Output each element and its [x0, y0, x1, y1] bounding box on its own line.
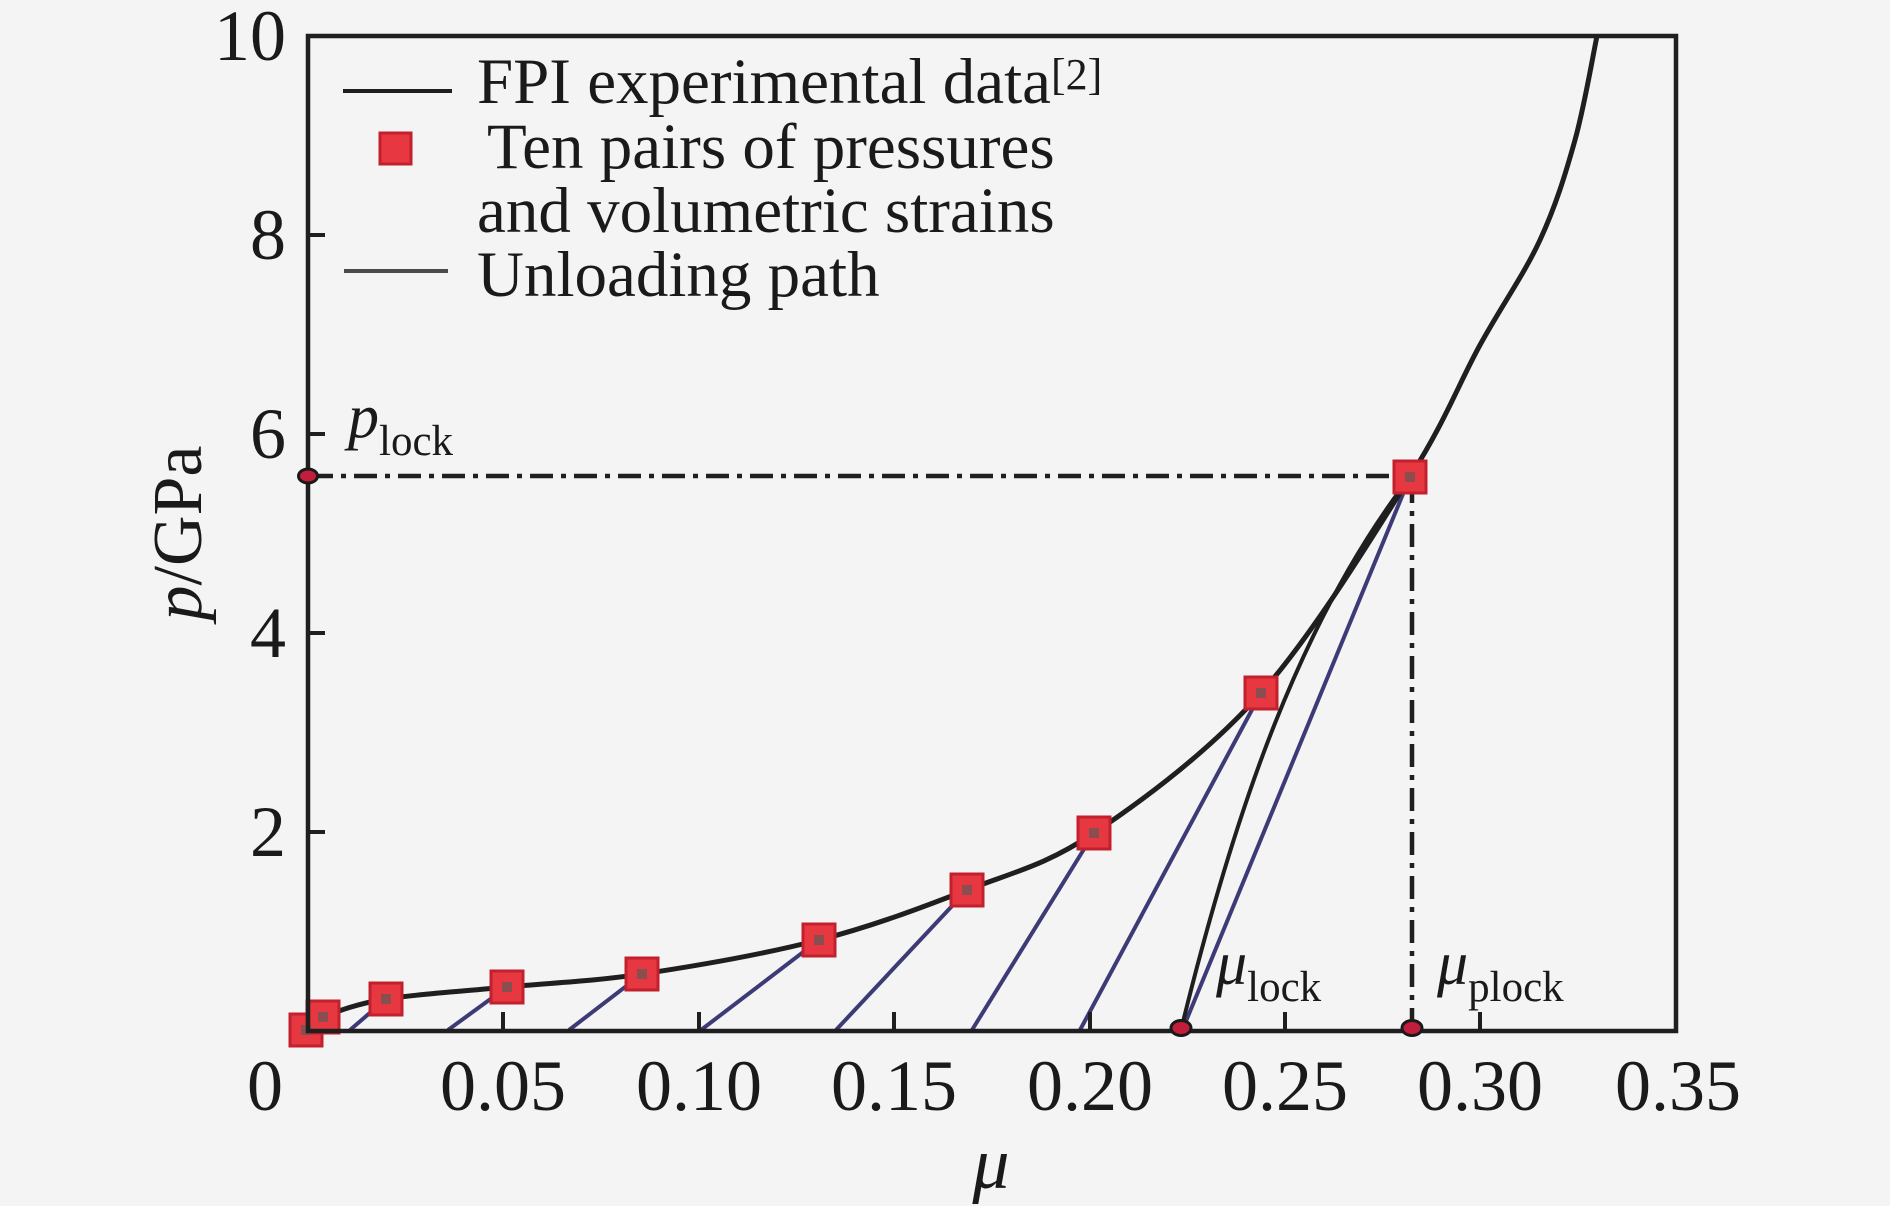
svg-text:0.30: 0.30	[1417, 1046, 1543, 1126]
svg-text:μplock: μplock	[1436, 930, 1564, 1011]
svg-text:8: 8	[250, 195, 286, 275]
svg-text:Ten pairs of pressures: Ten pairs of pressures	[487, 111, 1055, 183]
svg-text:10: 10	[214, 0, 286, 76]
svg-text:4: 4	[250, 593, 286, 673]
svg-text:0.15: 0.15	[831, 1046, 957, 1126]
svg-text:0: 0	[247, 1046, 283, 1126]
svg-text:FPI experimental data[2]: FPI experimental data[2]	[477, 46, 1102, 118]
svg-text:0.35: 0.35	[1615, 1046, 1741, 1126]
svg-text:Unloading path: Unloading path	[477, 239, 880, 311]
svg-text:2: 2	[250, 792, 286, 872]
svg-text:and volumetric strains: and volumetric strains	[477, 175, 1055, 247]
svg-text:0.10: 0.10	[636, 1046, 762, 1126]
svg-text:6: 6	[250, 394, 286, 474]
svg-text:0.20: 0.20	[1027, 1046, 1153, 1126]
svg-text:0.25: 0.25	[1222, 1046, 1348, 1126]
svg-text:μ: μ	[971, 1123, 1009, 1205]
svg-text:p/GPa: p/GPa	[140, 446, 217, 626]
svg-text:μlock: μlock	[1215, 930, 1322, 1011]
svg-text:0.05: 0.05	[440, 1046, 566, 1126]
svg-text:plock: plock	[344, 383, 454, 465]
